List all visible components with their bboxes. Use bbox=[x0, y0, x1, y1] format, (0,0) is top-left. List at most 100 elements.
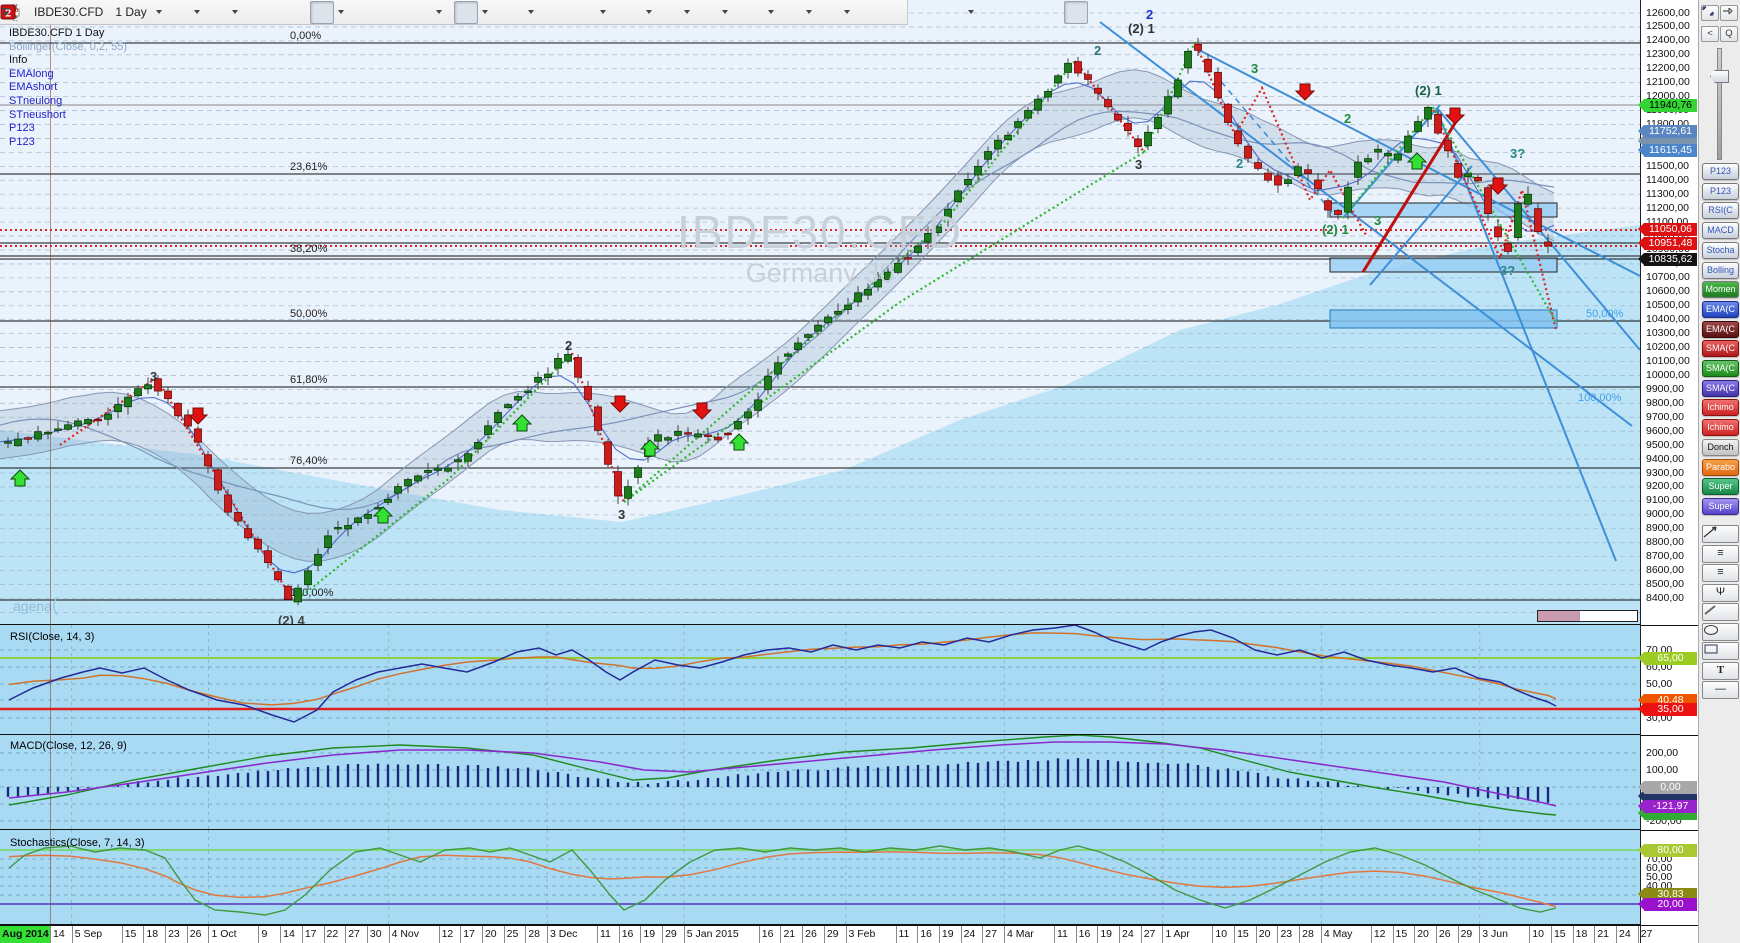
indicator-button-smac[interactable]: SMA(C bbox=[1702, 360, 1739, 377]
red-trendline[interactable] bbox=[1361, 119, 1459, 273]
notification-badge[interactable]: 2 bbox=[0, 1, 1062, 24]
indicator-button-smac[interactable]: SMA(C bbox=[1702, 340, 1739, 358]
mirror-icon[interactable] bbox=[2, 1, 840, 24]
chevron-down-icon[interactable] bbox=[967, 10, 974, 14]
alerts-icon[interactable] bbox=[1, 0, 334, 24]
pin-icon[interactable] bbox=[1720, 5, 1738, 21]
chevron-down-icon[interactable] bbox=[527, 10, 534, 14]
lines-icon[interactable]: ≡ bbox=[1702, 544, 1739, 563]
quote-button[interactable]: Q bbox=[1720, 26, 1738, 42]
candlestick-icon[interactable] bbox=[1, 1, 190, 24]
legend-item[interactable]: Info bbox=[9, 54, 28, 67]
chevron-down-icon[interactable] bbox=[645, 10, 652, 14]
indicator-button-donch[interactable]: Donch bbox=[1702, 438, 1739, 456]
trendline-icon[interactable] bbox=[1702, 525, 1739, 543]
legend-item[interactable]: Bollinger(Close, 0,2, 55) bbox=[9, 40, 128, 53]
candle bbox=[1104, 99, 1112, 108]
excel-icon[interactable]: X bbox=[1, 1, 938, 24]
indicator-button-emac[interactable]: EMA(C bbox=[1702, 300, 1739, 318]
new-doc-icon[interactable] bbox=[2, 1, 718, 24]
ruler-icon[interactable] bbox=[0, 1, 680, 24]
legend-item[interactable]: P123 bbox=[9, 135, 35, 148]
grid-icon[interactable] bbox=[1, 1, 764, 24]
range-slider-fill bbox=[1538, 611, 1580, 621]
indicator-button-momen[interactable]: Momen bbox=[1702, 281, 1739, 299]
expand-icon[interactable] bbox=[1701, 5, 1719, 21]
price-tick: 8700,00 bbox=[1646, 550, 1684, 563]
pencil-icon[interactable] bbox=[0, 1, 228, 24]
columns-icon[interactable] bbox=[0, 1, 524, 24]
legend-item[interactable]: IBDE30.CFD 1 Day bbox=[9, 27, 105, 39]
timeframe-selector[interactable]: 1 Day bbox=[115, 5, 147, 19]
candle bbox=[614, 471, 622, 497]
chevron-down-icon[interactable] bbox=[721, 10, 728, 14]
chevron-down-icon[interactable] bbox=[767, 10, 774, 14]
date-cell: 5 Sep bbox=[71, 926, 122, 943]
hline-icon[interactable]: — bbox=[1702, 681, 1739, 699]
chevron-down-icon[interactable] bbox=[337, 10, 344, 14]
indicator-button-parabo[interactable]: Parabo bbox=[1702, 458, 1739, 476]
chart-switch-icon[interactable] bbox=[1, 1, 300, 24]
trend-arrows-icon[interactable] bbox=[2, 1, 802, 24]
print-icon[interactable] bbox=[1, 1, 912, 24]
indicator-button-super[interactable]: Super bbox=[1702, 478, 1739, 496]
rectangle-icon[interactable] bbox=[1702, 642, 1739, 660]
indicator-button-macd[interactable]: MACD bbox=[1702, 222, 1739, 240]
pitchfork-icon[interactable]: Ψ bbox=[1702, 583, 1739, 602]
cart-icon[interactable] bbox=[1, 1, 642, 24]
blue-trendline[interactable] bbox=[1342, 104, 1441, 219]
share-icon[interactable] bbox=[0, 0, 478, 24]
zoom-in-icon[interactable] bbox=[1, 1, 380, 24]
chevron-down-icon[interactable] bbox=[481, 10, 488, 14]
indicator-button-super[interactable]: Super bbox=[1702, 497, 1739, 515]
indicator-button-smac[interactable]: SMA(C bbox=[1702, 379, 1739, 397]
range-slider-widget[interactable] bbox=[1537, 610, 1638, 622]
sell-arrow-icon bbox=[1294, 83, 1316, 101]
grid-colored-icon[interactable] bbox=[1, 1, 1036, 24]
zoom-slider-track[interactable] bbox=[1717, 48, 1722, 160]
chevron-down-icon[interactable] bbox=[231, 10, 238, 14]
chevron-down-icon[interactable] bbox=[599, 10, 606, 14]
lines2-icon[interactable]: ≡ bbox=[1702, 564, 1739, 582]
blue-trendline[interactable] bbox=[1099, 21, 1633, 427]
chevron-down-icon[interactable] bbox=[155, 10, 162, 14]
chevron-down-icon[interactable] bbox=[805, 10, 812, 14]
indicator-button-rsic[interactable]: RSI(C bbox=[1702, 202, 1739, 220]
price-axis-column[interactable]: 12600,00 12500,00 12400,00 12300,00 12200,00… bbox=[1638, 0, 1698, 943]
chevron-down-icon[interactable] bbox=[843, 10, 850, 14]
collapse-button[interactable]: < bbox=[1701, 26, 1719, 42]
indicator-button-p123[interactable]: P123 bbox=[1702, 182, 1739, 200]
image-icon[interactable] bbox=[0, 1, 596, 24]
text-icon[interactable]: T bbox=[1702, 661, 1739, 680]
indicator-button-emac[interactable]: EMA(C bbox=[1702, 320, 1739, 338]
indicator-button-p123[interactable]: P123 bbox=[1702, 163, 1739, 180]
legend-item[interactable]: EMAlong bbox=[9, 67, 54, 80]
chevron-down-icon[interactable] bbox=[435, 10, 442, 14]
chart-plot-area[interactable]: 0,00% 23,61% 38,20% 50,00% 61,80% 76,40% 100,0… bbox=[0, 0, 1652, 943]
candle bbox=[994, 139, 1002, 150]
chart-window-icon[interactable] bbox=[0, 1, 274, 24]
legend-item[interactable]: EMAshort bbox=[9, 81, 58, 94]
ellipse-icon[interactable] bbox=[1702, 622, 1739, 641]
indicator-button-stocha[interactable]: Stocha bbox=[1702, 241, 1739, 259]
indicator-button-bolling[interactable]: Bolling bbox=[1702, 261, 1739, 279]
crosshair-icon[interactable] bbox=[1, 1, 432, 24]
save-icon[interactable] bbox=[1, 1, 886, 24]
indicator-button-ichimo[interactable]: Ichimo bbox=[1702, 419, 1739, 437]
scissors-percent-icon[interactable]: % bbox=[0, 1, 1010, 24]
support-zone[interactable] bbox=[1329, 309, 1558, 329]
zoom-slider-thumb[interactable] bbox=[1710, 70, 1729, 83]
candle bbox=[1054, 75, 1062, 84]
chevron-down-icon[interactable] bbox=[193, 10, 200, 14]
legend-item[interactable]: STneulong bbox=[9, 94, 63, 107]
clock-icon[interactable] bbox=[1, 1, 562, 24]
zoom-out-icon[interactable] bbox=[1, 1, 406, 24]
blue-trendline[interactable] bbox=[1369, 165, 1473, 286]
legend-item[interactable]: P123 bbox=[9, 122, 35, 135]
legend-item[interactable]: STneushort bbox=[9, 108, 66, 121]
overflow-icon[interactable] bbox=[2, 0, 1088, 24]
chevron-down-icon[interactable] bbox=[683, 10, 690, 14]
indicator-button-ichimo[interactable]: Ichimo bbox=[1702, 399, 1739, 417]
draw-icon[interactable] bbox=[1702, 603, 1739, 621]
palette-icon[interactable] bbox=[1, 1, 964, 24]
